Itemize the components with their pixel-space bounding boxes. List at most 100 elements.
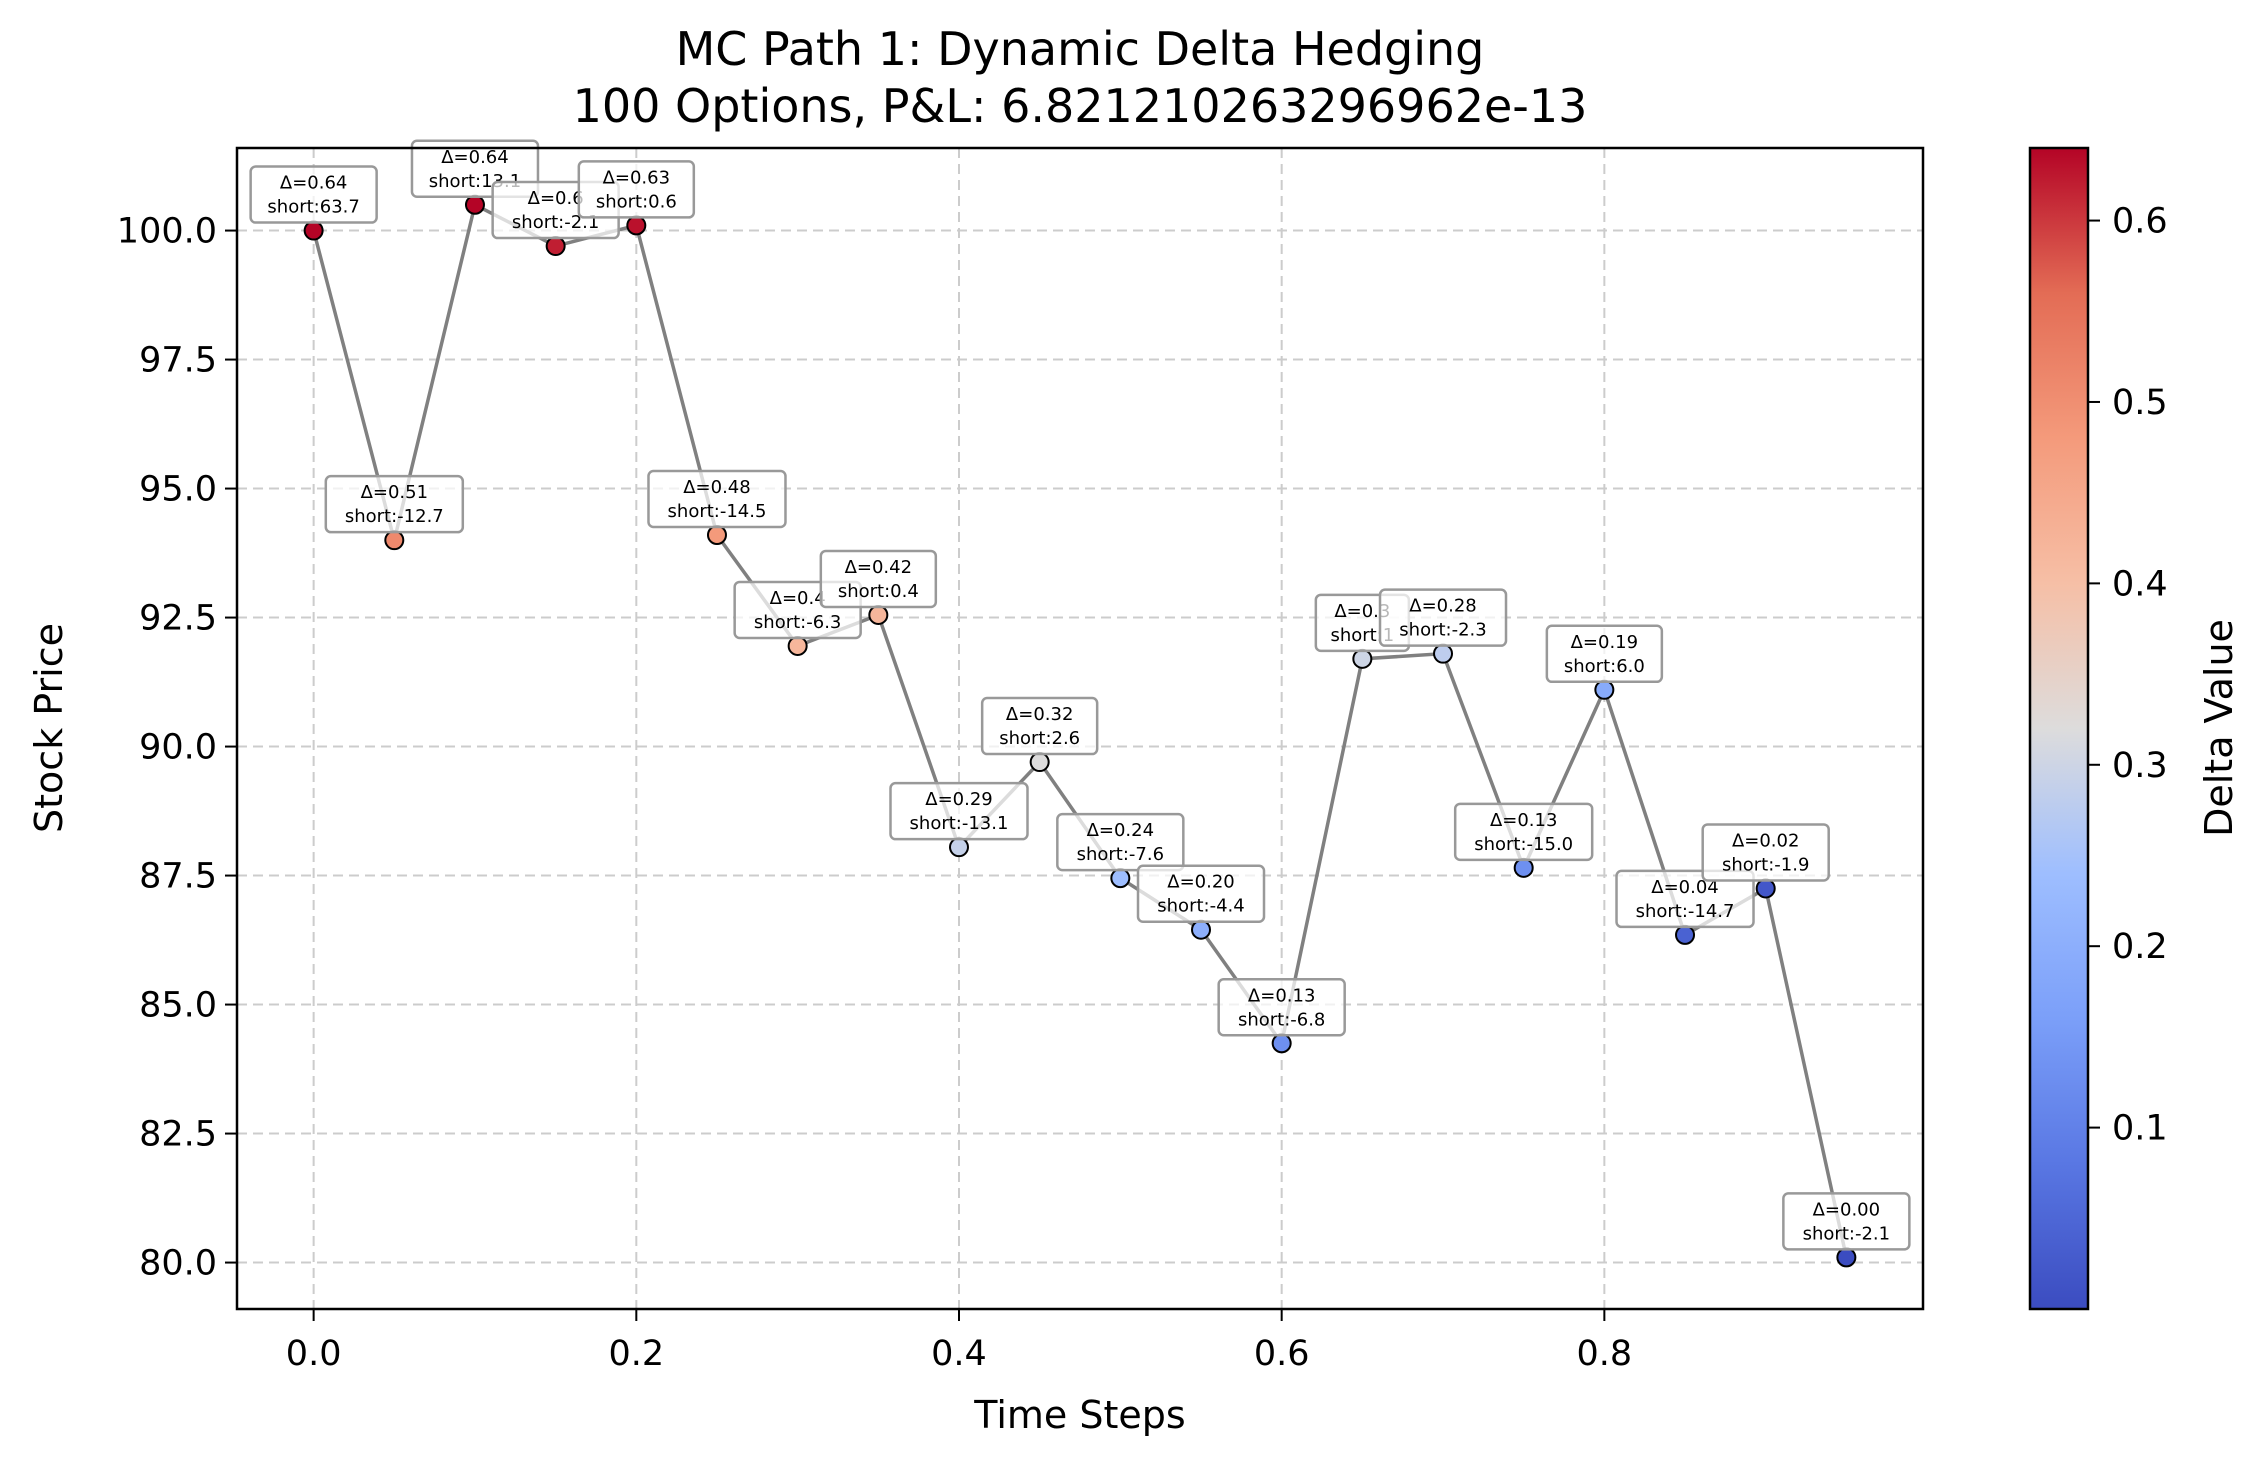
point-annotation: Δ=0.51 short:-12.7 bbox=[324, 474, 465, 534]
annotation-delta: Δ=0.04 bbox=[1651, 877, 1718, 898]
annotation-delta: Δ=0.64 bbox=[280, 173, 347, 194]
x-axis-ticks: 0.0 0.2 0.4 0.6 0.8 bbox=[286, 1309, 1632, 1374]
colorbar-tick-label: 0.5 bbox=[2112, 383, 2168, 423]
colorbar-tick-label: 0.4 bbox=[2112, 564, 2168, 604]
annotation-box bbox=[1701, 823, 1830, 882]
annotation-delta: Δ=0.63 bbox=[603, 167, 670, 188]
annotation-short: short:0.6 bbox=[596, 191, 677, 212]
y-axis-ticks: 80.0 82.5 85.0 87.5 90.0 92.5 95.0 97.5 100.0 bbox=[117, 212, 237, 1284]
point-annotation: Δ=0.32 short:2.6 bbox=[980, 696, 1099, 756]
colorbar-tick-label: 0.3 bbox=[2112, 746, 2168, 786]
y-tick-label: 100.0 bbox=[117, 212, 217, 252]
annotation-delta: Δ=0.4 bbox=[770, 588, 826, 609]
annotation-delta: Δ=0.6 bbox=[528, 188, 584, 209]
annotation-short: short:-13.1 bbox=[910, 813, 1009, 834]
y-tick-label: 87.5 bbox=[139, 857, 217, 897]
point-annotation: Δ=0.19 short:6.0 bbox=[1545, 624, 1664, 684]
annotation-short: short:-4.4 bbox=[1157, 896, 1244, 917]
y-tick-label: 80.0 bbox=[139, 1244, 217, 1284]
annotation-box bbox=[324, 474, 465, 534]
point-annotation: Δ=0.63 short:0.6 bbox=[577, 160, 696, 219]
annotation-delta: Δ=0.24 bbox=[1087, 820, 1154, 841]
annotation-box bbox=[249, 165, 378, 224]
annotation-delta: Δ=0.13 bbox=[1490, 810, 1557, 831]
y-axis-label: Stock Price bbox=[27, 623, 71, 833]
annotation-box bbox=[819, 549, 938, 609]
point-annotation: Δ=0.29 short:-13.1 bbox=[889, 781, 1029, 841]
data-point bbox=[1110, 868, 1131, 889]
chart-subtitle: 100 Options, P&L: 6.821210263296962e-13 bbox=[573, 79, 1588, 133]
annotation-short: short:-2.1 bbox=[1803, 1223, 1890, 1244]
annotation-short: short:6.0 bbox=[1564, 656, 1645, 677]
y-tick-label: 90.0 bbox=[139, 728, 217, 768]
annotation-box bbox=[1615, 869, 1755, 929]
data-point bbox=[1755, 878, 1776, 899]
annotation-short: short:-1.9 bbox=[1722, 854, 1809, 875]
annotation-short: short:63.7 bbox=[267, 197, 359, 218]
annotation-short: short:1 bbox=[1330, 625, 1394, 646]
annotation-delta: Δ=0.32 bbox=[1006, 704, 1073, 725]
point-annotation: Δ=0.02 short:-1.9 bbox=[1701, 823, 1830, 882]
data-point bbox=[384, 530, 405, 551]
y-tick-label: 95.0 bbox=[139, 470, 217, 510]
annotation-delta: Δ=0.13 bbox=[1248, 985, 1315, 1006]
annotation-short: short:-6.3 bbox=[754, 612, 841, 633]
point-annotation: Δ=0.00 short:-2.1 bbox=[1782, 1192, 1911, 1251]
annotation-box bbox=[980, 696, 1099, 756]
annotation-delta: Δ=0.51 bbox=[361, 482, 428, 503]
data-point bbox=[545, 236, 566, 257]
annotations-layer: Δ=0.64 short:63.7 Δ=0.51 short:-12.7 Δ=0.64 s… bbox=[249, 139, 1911, 1251]
annotation-box bbox=[1217, 978, 1346, 1037]
annotation-delta: Δ=0.48 bbox=[683, 477, 750, 498]
annotation-box bbox=[1545, 624, 1664, 684]
x-axis-label: Time Steps bbox=[973, 1393, 1185, 1437]
chart-title: MC Path 1: Dynamic Delta Hedging bbox=[676, 22, 1485, 76]
data-point bbox=[1594, 679, 1615, 700]
annotation-box bbox=[647, 469, 787, 529]
annotation-short: short:-14.5 bbox=[668, 501, 767, 522]
y-tick-label: 85.0 bbox=[139, 986, 217, 1026]
data-point bbox=[1352, 648, 1373, 669]
annotation-box bbox=[1782, 1192, 1911, 1251]
y-tick-label: 82.5 bbox=[139, 1115, 217, 1155]
colorbar-tick-label: 0.6 bbox=[2112, 202, 2168, 242]
annotation-short: short:-7.6 bbox=[1077, 844, 1164, 865]
annotation-delta: Δ=0.28 bbox=[1409, 596, 1476, 617]
annotation-box bbox=[1378, 588, 1508, 647]
x-tick-label: 0.8 bbox=[1577, 1334, 1633, 1374]
annotation-box bbox=[1056, 812, 1185, 872]
annotation-delta: Δ=0.00 bbox=[1813, 1199, 1880, 1220]
data-point bbox=[303, 220, 324, 241]
colorbar-ticks: 0.1 0.2 0.3 0.4 0.5 0.6 bbox=[2088, 202, 2168, 1149]
point-annotation: Δ=0.04 short:-14.7 bbox=[1615, 869, 1755, 929]
annotation-short: short:-15.0 bbox=[1474, 834, 1573, 855]
data-point bbox=[868, 604, 889, 625]
annotation-delta: Δ=0.42 bbox=[845, 557, 912, 578]
point-annotation: Δ=0.24 short:-7.6 bbox=[1056, 812, 1185, 872]
point-annotation: Δ=0.42 short:0.4 bbox=[819, 549, 938, 609]
point-annotation: Δ=0.28 short:-2.3 bbox=[1378, 588, 1508, 647]
annotation-delta: Δ=0.64 bbox=[441, 147, 508, 168]
y-tick-label: 92.5 bbox=[139, 599, 217, 639]
data-point bbox=[787, 635, 808, 656]
data-point bbox=[1675, 924, 1696, 945]
annotation-short: short:-12.7 bbox=[345, 506, 444, 527]
point-annotation: Δ=0.13 short:-6.8 bbox=[1217, 978, 1346, 1037]
annotation-box bbox=[577, 160, 696, 219]
annotation-short: short:0.4 bbox=[838, 581, 919, 602]
annotation-short: short:-2.3 bbox=[1399, 620, 1486, 641]
annotation-short: short:-2.1 bbox=[512, 212, 599, 233]
data-point bbox=[1271, 1033, 1292, 1054]
data-point bbox=[626, 215, 647, 236]
data-point bbox=[1513, 857, 1534, 878]
x-tick-label: 0.2 bbox=[608, 1334, 664, 1374]
annotation-box bbox=[889, 781, 1029, 841]
point-annotation: Δ=0.13 short:-15.0 bbox=[1453, 802, 1594, 862]
x-tick-label: 0.4 bbox=[931, 1334, 987, 1374]
colorbar-label: Delta Value bbox=[2197, 619, 2241, 837]
plot-frame bbox=[235, 146, 1925, 1311]
data-point bbox=[1836, 1247, 1857, 1268]
x-tick-label: 0.6 bbox=[1254, 1334, 1310, 1374]
data-point bbox=[464, 194, 485, 215]
